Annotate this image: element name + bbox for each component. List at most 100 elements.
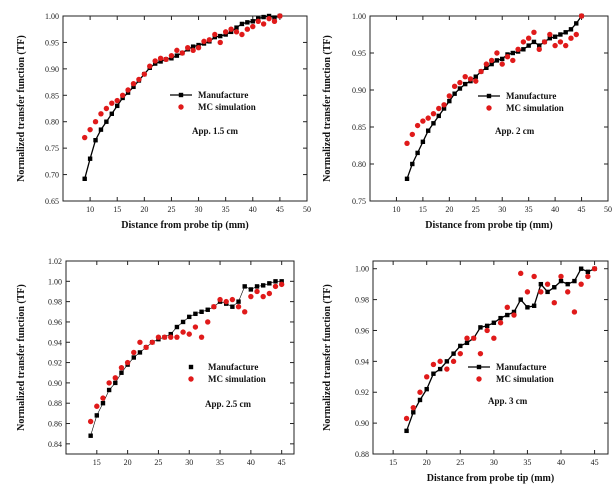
data-point-mc-simulation (558, 273, 564, 280)
data-point-manufacture (518, 297, 523, 302)
data-point-manufacture (218, 33, 223, 39)
data-point-mc-simulation (98, 111, 104, 117)
y-tick-label: 0.65 (45, 197, 59, 206)
data-point-mc-simulation (255, 18, 261, 24)
legend-marker-manufacture (486, 93, 492, 99)
data-point-mc-simulation (106, 380, 112, 386)
data-point-manufacture (410, 161, 415, 167)
data-point-mc-simulation (161, 334, 168, 340)
data-point-mc-simulation (541, 39, 548, 45)
data-point-mc-simulation (457, 79, 463, 86)
y-tick-label: 0.84 (48, 440, 62, 449)
data-point-manufacture (568, 27, 574, 32)
series-line-manufacture (406, 15, 583, 180)
data-point-manufacture (437, 366, 443, 372)
data-point-mc-simulation (118, 364, 125, 371)
y-tick-label: 0.85 (45, 91, 59, 100)
data-point-mc-simulation (497, 320, 504, 326)
data-point-manufacture (104, 119, 109, 124)
legend-marker-mc-simulation (188, 376, 194, 382)
x-tick-label: 30 (195, 205, 203, 214)
y-tick-label: 0.95 (45, 38, 59, 47)
data-point-mc-simulation (483, 61, 490, 67)
data-point-manufacture (526, 43, 531, 48)
legend-marker-mc-simulation (178, 104, 184, 110)
data-point-manufacture (498, 315, 503, 321)
data-point-manufacture (425, 128, 431, 133)
data-point-mc-simulation (430, 110, 437, 117)
x-tick-label: 50 (604, 205, 612, 214)
data-point-manufacture (190, 44, 196, 49)
data-point-manufacture (93, 138, 98, 143)
y-tick-label: 0.90 (48, 379, 62, 388)
data-point-manufacture (447, 98, 452, 104)
x-axis-label: Distance from probe tip (mm) (121, 220, 248, 231)
data-point-manufacture (525, 305, 530, 310)
data-point-mc-simulation (206, 37, 213, 43)
data-point-manufacture (563, 30, 568, 35)
plot-frame (65, 260, 295, 455)
data-point-mc-simulation (174, 334, 180, 340)
data-point-mc-simulation (467, 76, 474, 82)
data-point-mc-simulation (211, 304, 217, 310)
y-tick-label: 1.00 (45, 12, 59, 21)
data-point-mc-simulation (425, 115, 431, 121)
data-point-mc-simulation (228, 26, 234, 32)
data-point-mc-simulation (125, 87, 131, 93)
data-point-manufacture (491, 320, 497, 325)
data-point-mc-simulation (473, 78, 479, 84)
data-point-mc-simulation (271, 18, 278, 24)
y-tick-label: 0.96 (355, 326, 369, 335)
data-point-manufacture (552, 285, 557, 290)
data-point-mc-simulation (504, 304, 510, 311)
data-point-manufacture (558, 278, 564, 284)
data-point-mc-simulation (277, 13, 283, 19)
data-point-mc-simulation (278, 281, 285, 288)
data-point-manufacture (552, 34, 558, 39)
data-point-manufacture (100, 401, 106, 406)
data-point-manufacture (441, 106, 447, 111)
data-point-manufacture (489, 61, 494, 67)
x-tick-label: 25 (167, 205, 175, 214)
data-point-manufacture (137, 350, 143, 355)
data-point-manufacture (98, 127, 104, 132)
data-point-mc-simulation (266, 15, 272, 22)
data-point-manufacture (420, 139, 426, 144)
x-tick-label: 20 (445, 205, 453, 214)
data-point-mc-simulation (420, 118, 426, 124)
data-point-mc-simulation (565, 289, 571, 295)
x-tick-label: 15 (389, 458, 397, 467)
chart-panel-4: 15 20 25 30 35 40 45 0.88 0.90 0.92 0.94 0.96 0.98 1.… (322, 260, 609, 484)
data-point-manufacture (261, 14, 266, 20)
data-point-mc-simulation (510, 57, 516, 64)
data-point-manufacture (457, 86, 463, 91)
plot-frame (369, 15, 609, 202)
data-point-manufacture (505, 312, 510, 318)
data-point-manufacture (180, 319, 186, 325)
data-point-mc-simulation (103, 105, 110, 112)
data-point-mc-simulation (217, 39, 223, 46)
data-point-manufacture (574, 21, 579, 26)
x-tick-label: 30 (498, 205, 506, 214)
data-point-mc-simulation (157, 55, 164, 61)
y-tick-label: 0.85 (352, 123, 366, 132)
data-point-manufacture (565, 281, 570, 287)
data-point-manufacture (267, 281, 272, 286)
data-point-mc-simulation (190, 47, 196, 54)
data-point-manufacture (273, 279, 278, 284)
data-point-manufacture (131, 355, 136, 360)
data-point-mc-simulation (192, 324, 199, 330)
x-tick-label: 15 (419, 205, 427, 214)
data-point-manufacture (464, 340, 470, 346)
x-axis-label: Distance from probe tip (mm) (427, 473, 554, 484)
y-tick-label: 0.98 (355, 296, 369, 305)
chart-panel-1: 10 15 20 25 30 35 40 45 50 0.65 0.70 0.75 0.80 0.85 0.… (16, 12, 311, 231)
data-point-mc-simulation (409, 131, 416, 138)
data-point-mc-simulation (515, 46, 521, 52)
data-point-mc-simulation (417, 389, 423, 395)
y-tick-label: 0.86 (48, 420, 62, 429)
data-point-manufacture (239, 21, 245, 27)
data-point-mc-simulation (573, 31, 579, 38)
data-point-mc-simulation (163, 56, 169, 63)
x-tick-label: 35 (523, 458, 531, 467)
